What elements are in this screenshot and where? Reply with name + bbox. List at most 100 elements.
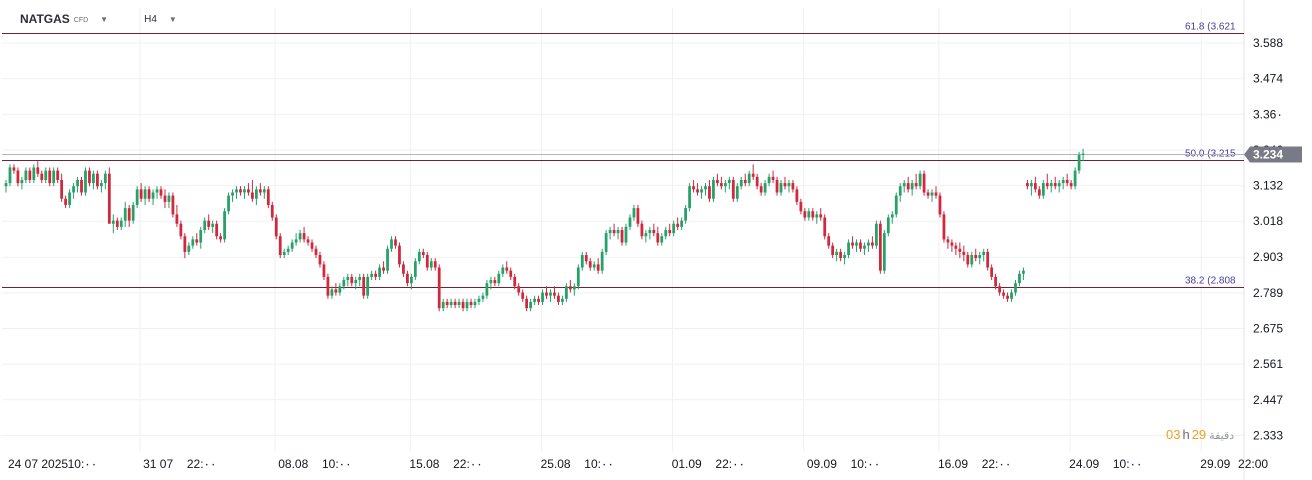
- candle-body: [131, 204, 135, 221]
- time-axis[interactable]: 24 07 2025 10:٠٠ 31 07 22:٠٠ 08.08 10:٠٠ 15.08…: [8, 457, 1268, 471]
- candle-body: [557, 295, 560, 302]
- candle-body: [497, 273, 501, 284]
- candle-body: [898, 186, 902, 196]
- candle-body: [382, 267, 385, 271]
- time-tick-label: 15.08: [409, 457, 439, 471]
- time-tick-label: 01.09: [672, 457, 702, 471]
- candle-body: [636, 208, 640, 224]
- candle-body: [326, 276, 330, 296]
- candle-body: [346, 276, 350, 281]
- countdown-minutes-label: دقيقة: [1209, 430, 1235, 442]
- timeframe-dropdown-icon[interactable]: ▼: [168, 14, 177, 24]
- candle-body: [596, 264, 600, 271]
- candle-body: [1033, 183, 1037, 190]
- candle-body: [310, 242, 314, 249]
- candle-body: [191, 239, 195, 246]
- candle-body: [398, 245, 401, 265]
- candle-body: [366, 276, 370, 296]
- candle-body: [803, 211, 807, 218]
- candle-body: [20, 179, 24, 184]
- candle-body: [1029, 183, 1033, 187]
- candle-body: [600, 251, 604, 271]
- candle-body: [819, 214, 823, 218]
- price-axis[interactable]: 3.5883.4743.36٠3.2463.1323.0182.9032.789…: [1253, 36, 1283, 442]
- candle-body: [878, 223, 882, 271]
- candle-body: [791, 183, 795, 190]
- candle-body: [612, 230, 616, 234]
- candle-body: [390, 239, 393, 249]
- candle-body: [700, 189, 703, 193]
- candle-body: [843, 255, 846, 259]
- candle-body: [16, 170, 20, 184]
- symbol-name[interactable]: NATGAS: [20, 12, 70, 26]
- candle-body: [417, 251, 421, 262]
- candle-body: [890, 214, 894, 218]
- candle-body: [421, 251, 425, 256]
- time-tick-label: 22:٠٠: [453, 457, 483, 471]
- candle-body: [48, 170, 52, 184]
- candle-body: [616, 230, 620, 234]
- symbol-dropdown-icon[interactable]: ▼: [100, 14, 109, 24]
- candle-body: [88, 170, 91, 184]
- candle-body: [660, 236, 664, 243]
- candle-body: [239, 189, 242, 193]
- candle-body: [227, 195, 230, 212]
- candle-body: [727, 179, 731, 184]
- candle-body: [934, 192, 938, 196]
- candle-body: [648, 230, 652, 234]
- candle-body: [970, 255, 974, 265]
- candle-body: [103, 173, 107, 184]
- candle-body: [747, 173, 751, 184]
- time-tick-label: 08.08: [278, 457, 308, 471]
- candle-body: [986, 251, 990, 268]
- candle-body: [592, 264, 596, 268]
- price-tick-label: 3.588: [1253, 36, 1283, 50]
- candle-body: [584, 255, 588, 262]
- timeframe-selector[interactable]: H4: [144, 13, 157, 25]
- candle-body: [568, 286, 572, 290]
- candle-body: [445, 301, 449, 306]
- candle-body: [640, 223, 644, 237]
- candle-body: [688, 186, 691, 209]
- time-tick-label: 22:٠٠: [187, 457, 217, 471]
- time-tick-label: 24 07 2025: [8, 457, 68, 471]
- candle-body: [787, 183, 791, 187]
- candle-body: [823, 217, 827, 237]
- candle-body: [668, 230, 672, 234]
- candle-body: [815, 214, 819, 218]
- candle-body: [350, 276, 354, 284]
- candle-body: [4, 183, 8, 187]
- candle-body: [719, 183, 723, 187]
- candle-body: [954, 245, 958, 249]
- candle-body: [886, 217, 890, 234]
- candle-body: [477, 298, 481, 302]
- fib-level-label: 61.8 (3.621: [1185, 22, 1236, 33]
- candle-body: [254, 189, 258, 199]
- candle-body: [294, 239, 298, 243]
- candle-body: [958, 248, 962, 252]
- time-tick-label: 10:٠٠: [851, 457, 881, 471]
- candle-body: [8, 167, 12, 184]
- current-price-tag: 3.234: [1244, 146, 1302, 163]
- candle-body: [604, 233, 608, 252]
- candle-body: [664, 230, 668, 237]
- candle-body: [680, 220, 684, 227]
- time-tick-label: 10:٠٠: [68, 457, 98, 471]
- candle-body: [493, 280, 497, 284]
- candle-body: [235, 189, 238, 193]
- candle-body: [962, 251, 966, 256]
- candle-body: [334, 289, 338, 293]
- candle-body: [509, 270, 513, 277]
- candle-body: [159, 189, 163, 196]
- candle-body: [378, 267, 381, 277]
- candle-body: [199, 230, 203, 243]
- candle-body: [644, 233, 648, 237]
- candle-body: [115, 220, 119, 227]
- time-tick-label: 22:٠٠: [982, 457, 1012, 471]
- candle-body: [871, 242, 874, 246]
- candle-body: [775, 179, 779, 193]
- candle-body: [863, 245, 866, 249]
- candle-body: [855, 242, 858, 246]
- candle-body: [938, 195, 942, 215]
